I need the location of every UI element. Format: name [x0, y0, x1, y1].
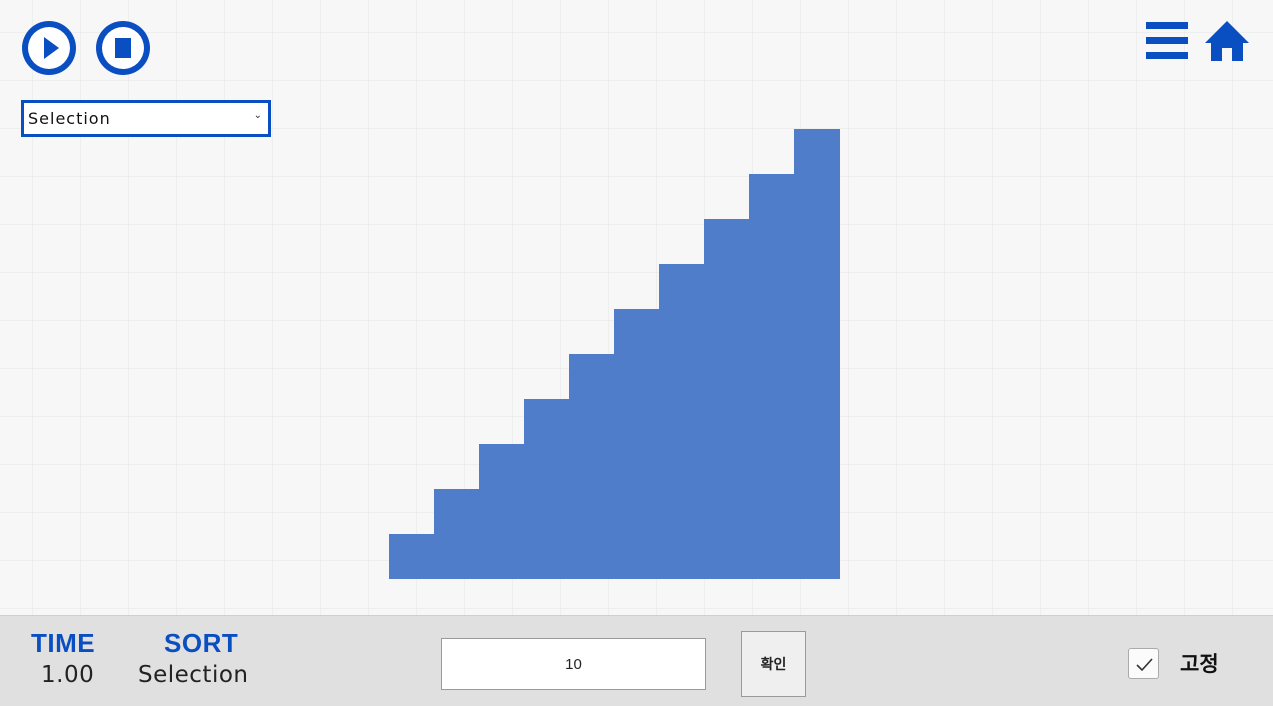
confirm-button[interactable]: 확인	[741, 631, 806, 697]
sort-select-value: Selection	[28, 109, 111, 128]
bar-count-input[interactable]	[441, 638, 706, 690]
sort-algorithm-select[interactable]: Selection ⌄	[21, 100, 271, 137]
menu-icon[interactable]	[1146, 20, 1188, 62]
home-icon[interactable]	[1205, 19, 1249, 63]
bar	[479, 444, 525, 579]
bar	[704, 219, 750, 579]
play-icon	[44, 37, 59, 59]
bar	[569, 354, 615, 579]
play-button[interactable]	[22, 21, 76, 75]
bar	[389, 534, 435, 579]
checkmark-icon	[1136, 658, 1153, 672]
bar	[434, 489, 480, 579]
bar-chart	[389, 129, 840, 579]
bar	[524, 399, 570, 579]
bar	[614, 309, 660, 579]
time-value: 1.00	[41, 662, 95, 688]
chevron-down-icon: ⌄	[253, 110, 263, 121]
sort-value: Selection	[138, 662, 249, 688]
bar	[794, 129, 840, 579]
fix-checkbox[interactable]	[1128, 648, 1159, 679]
sort-label: SORT	[164, 628, 239, 658]
time-label: TIME	[31, 628, 96, 658]
bar	[659, 264, 705, 579]
fix-label: 고정	[1180, 652, 1219, 676]
stop-button[interactable]	[96, 21, 150, 75]
stop-icon	[115, 38, 131, 58]
bar	[749, 174, 795, 579]
